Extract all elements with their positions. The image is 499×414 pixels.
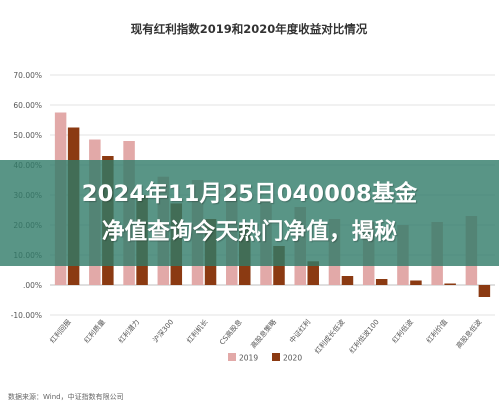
x-tick-label: 红利低波	[390, 318, 415, 345]
headline-banner: 2024年11月25日040008基金 净值查询今天热门净值，揭秘	[0, 160, 499, 266]
x-tick-label: 高股息低波	[454, 318, 483, 351]
legend-swatch-2020	[272, 353, 280, 361]
bar-2020-8	[307, 261, 319, 285]
x-tick-label: 红利价值	[424, 318, 449, 345]
x-tick-label: 红利成长低波	[313, 318, 347, 356]
y-tick-label: .00%	[23, 281, 42, 290]
legend-label-2020: 2020	[283, 354, 302, 363]
x-tick-label: 红利潜力	[116, 318, 141, 345]
legend-swatch-2019	[228, 353, 236, 361]
y-tick-label: 50.00%	[13, 131, 42, 140]
headline-line-2: 净值查询今天热门净值，揭秘	[101, 219, 398, 245]
bar-2020-9	[341, 276, 354, 285]
x-tick-label: 沪深300	[151, 318, 175, 345]
legend-label-2019: 2019	[239, 354, 258, 363]
y-tick-label: -10.00%	[11, 311, 42, 320]
bar-2020-10	[375, 279, 388, 285]
chart-title: 现有红利指数2019和2020年度收益对比情况	[131, 22, 368, 36]
bar-2020-13	[478, 285, 491, 297]
x-tick-label: 中证红利	[287, 318, 312, 345]
x-axis-tick-labels: 红利回报 红利质量 红利潜力 沪深300 红利机长 CS高股息 高股息策略 中证红利 红利成长低…	[48, 318, 484, 356]
y-tick-label: 70.00%	[13, 71, 42, 80]
x-tick-label: 红利回报	[48, 318, 73, 345]
y-tick-label: 60.00%	[13, 101, 42, 110]
source-note: 数据来源：Wind，中证指数有限公司	[8, 392, 124, 401]
x-tick-label: 高股息策略	[249, 318, 278, 351]
bar-2020-11	[410, 280, 422, 285]
x-tick-label: CS高股息	[217, 318, 243, 347]
x-tick-label: 红利机长	[185, 318, 210, 345]
bar-2020-12	[444, 283, 456, 285]
x-tick-label: 红利低波100	[347, 318, 380, 355]
x-tick-label: 红利质量	[82, 318, 107, 345]
legend: 2019 2020	[228, 353, 302, 363]
headline-line-1: 2024年11月25日040008基金	[81, 181, 418, 207]
